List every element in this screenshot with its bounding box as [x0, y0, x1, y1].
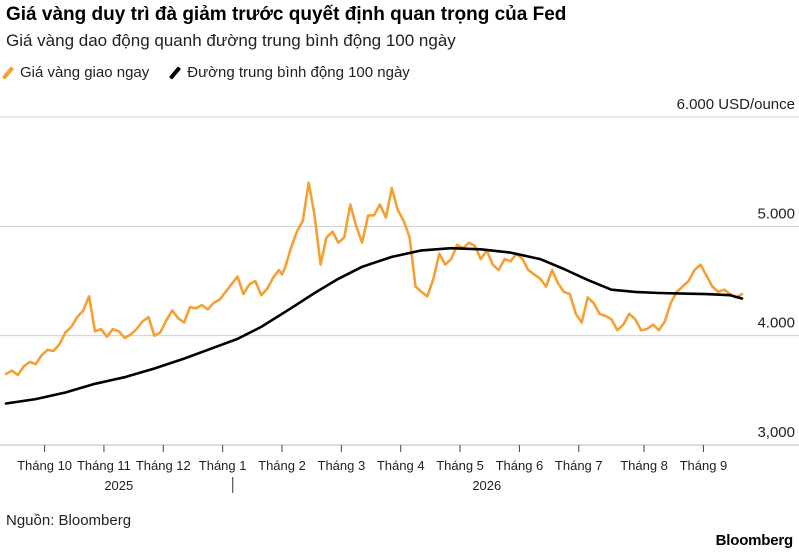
- y-tick-label-6000: 6.000 USD/ounce: [677, 96, 795, 113]
- chart-subtitle: Giá vàng dao động quanh đường trung bình…: [6, 31, 456, 50]
- x-tick-label-8: Tháng 6: [496, 458, 544, 473]
- y-tick-label-3000: 3,000: [757, 424, 795, 441]
- legend-label-ma100: Đường trung bình động 100 ngày: [187, 64, 410, 81]
- source-note: Nguồn: Bloomberg: [6, 512, 132, 529]
- x-tick-label-11: Tháng 9: [680, 458, 728, 473]
- x-tick-label-5: Tháng 3: [318, 458, 366, 473]
- legend: Giá vàng giao ngay Đường trung bình động…: [1, 64, 410, 81]
- x-tick-label-0: Tháng 10: [17, 458, 72, 473]
- chart-title: Giá vàng duy trì đà giảm trước quyết địn…: [6, 4, 567, 25]
- series-lines: [4, 181, 744, 405]
- legend-label-spot: Giá vàng giao ngay: [20, 64, 150, 81]
- legend-item-ma100: Đường trung bình động 100 ngày: [169, 64, 410, 81]
- x-tick-label-10: Tháng 8: [620, 458, 668, 473]
- x-tick-label-7: Tháng 5: [436, 458, 484, 473]
- x-tick-label-3: Tháng 1: [199, 458, 247, 473]
- x-tick-label-6: Tháng 4: [377, 458, 425, 473]
- year-label-2025: 2025: [104, 478, 133, 493]
- x-tick-label-2: Tháng 12: [136, 458, 191, 473]
- legend-swatch-ma100: [169, 65, 182, 80]
- y-tick-label-5000: 5.000: [757, 205, 795, 222]
- x-tick-label-9: Tháng 7: [555, 458, 603, 473]
- y-tick-label-4000: 4.000: [757, 315, 795, 332]
- legend-item-spot: Giá vàng giao ngay: [1, 64, 150, 81]
- series-line-spot-gold: [4, 181, 744, 377]
- x-axis: Tháng 10 Tháng 11 Tháng 12 Tháng 1 Tháng 2 Th…: [17, 445, 727, 493]
- x-tick-label-1: Tháng 11: [77, 458, 131, 473]
- x-tick-label-4: Tháng 2: [258, 458, 306, 473]
- gridlines: [0, 116, 799, 446]
- legend-swatch-spot: [1, 65, 15, 80]
- year-label-2026: 2026: [472, 478, 501, 493]
- brand-logo: Bloomberg: [715, 532, 794, 549]
- series-line-ma100: [4, 246, 744, 405]
- y-axis-labels: 3,000 4.000 5.000 6.000 USD/ounce: [677, 96, 795, 441]
